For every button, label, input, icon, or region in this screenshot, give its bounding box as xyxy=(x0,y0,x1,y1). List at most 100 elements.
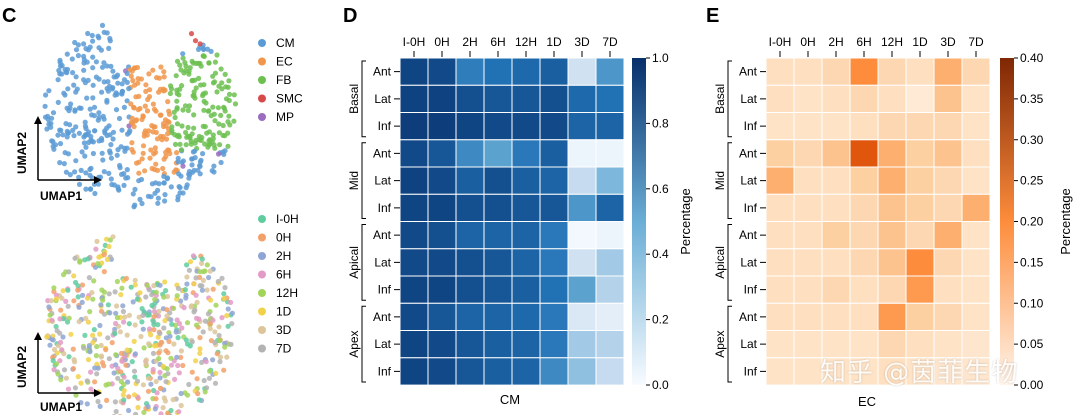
umap-point xyxy=(139,319,145,325)
umap-point xyxy=(92,190,98,197)
row-label: Lat xyxy=(740,337,757,351)
umap-point xyxy=(136,159,142,165)
legend-label: 7D xyxy=(276,342,292,356)
heatmap-cell xyxy=(427,248,457,277)
umap-point xyxy=(139,156,145,162)
umap-point xyxy=(168,362,175,368)
umap-point xyxy=(175,335,181,341)
heatmap-cell xyxy=(849,193,879,223)
umap-point xyxy=(129,146,135,153)
umap-point xyxy=(210,357,216,363)
umap-point xyxy=(184,274,190,280)
umap-point xyxy=(57,160,63,166)
heatmap-cell xyxy=(849,275,879,304)
umap-point xyxy=(111,74,117,80)
umap-point xyxy=(86,275,92,281)
umap-point xyxy=(50,333,56,339)
heatmap-cell xyxy=(793,166,823,195)
umap-point xyxy=(162,198,168,204)
umap-point xyxy=(110,234,116,240)
umap-point xyxy=(174,98,180,104)
umap-point xyxy=(173,73,179,79)
umap-point xyxy=(68,331,74,337)
umap-point xyxy=(176,370,182,376)
umap-point xyxy=(65,287,71,293)
umap-point xyxy=(115,80,121,86)
heatmap-cell xyxy=(793,248,823,277)
umap-point xyxy=(162,318,168,324)
legend-label: 12H xyxy=(276,286,298,300)
row-group-label: Apex xyxy=(713,330,727,357)
umap-point xyxy=(153,396,159,402)
umap-point xyxy=(145,403,151,410)
heatmap-cell xyxy=(877,166,907,195)
row-label: Inf xyxy=(378,364,392,378)
umap-point xyxy=(111,182,117,188)
umap-point xyxy=(53,296,60,302)
umap-point xyxy=(104,132,110,139)
umap-point xyxy=(109,340,115,346)
umap-point xyxy=(65,86,71,92)
heatmap-cell xyxy=(849,112,879,141)
row-label: Inf xyxy=(378,283,392,297)
umap-point xyxy=(139,200,145,207)
umap-point xyxy=(90,340,96,346)
umap-point xyxy=(167,90,173,97)
umap-point xyxy=(154,75,160,81)
umap-point xyxy=(167,150,173,157)
heatmap-cell xyxy=(877,193,907,223)
heatmap-cell xyxy=(539,139,569,168)
legend-label: 0H xyxy=(276,231,291,245)
umap-point xyxy=(92,128,98,134)
legend-label: FB xyxy=(276,73,291,87)
umap-point xyxy=(71,298,77,304)
column-label: 0H xyxy=(800,35,815,49)
row-label: Ant xyxy=(373,228,392,242)
umap-point xyxy=(192,148,198,154)
umap-point xyxy=(153,289,159,295)
umap-point xyxy=(71,82,77,88)
umap-point xyxy=(133,411,139,415)
umap-point xyxy=(112,399,118,405)
legend-marker xyxy=(258,326,266,334)
umap-point xyxy=(99,22,106,28)
umap-point xyxy=(214,89,220,95)
umap-point xyxy=(192,38,199,44)
umap-point xyxy=(121,171,127,177)
umap-point xyxy=(97,403,103,409)
umap-point xyxy=(199,256,205,262)
umap-point xyxy=(64,319,71,325)
umap-point xyxy=(182,60,188,66)
umap-point xyxy=(160,165,166,172)
heatmap-cell xyxy=(905,193,935,223)
heatmap-cell xyxy=(455,112,485,141)
legend-marker xyxy=(258,307,266,316)
legend-marker xyxy=(258,215,266,223)
umap-point xyxy=(181,305,187,311)
umap-point xyxy=(53,292,60,298)
umap-point xyxy=(109,86,115,92)
heatmap-cell xyxy=(849,357,879,386)
umap-point xyxy=(183,142,189,148)
umap-point xyxy=(184,320,191,326)
umap-point xyxy=(113,362,119,368)
umap-xlabel-top: UMAP1 xyxy=(40,189,82,203)
umap-point xyxy=(223,84,229,90)
umap-point xyxy=(215,151,222,157)
umap-point xyxy=(183,129,189,136)
umap-point xyxy=(101,252,107,258)
umap-point xyxy=(123,362,129,368)
row-label: Lat xyxy=(374,337,391,351)
umap-point xyxy=(117,162,123,169)
column-label: I-0H xyxy=(403,35,426,49)
row-group-label: Apical xyxy=(347,246,361,279)
umap-point xyxy=(101,269,107,275)
umap-point xyxy=(112,331,118,337)
umap-point xyxy=(53,323,59,330)
umap-point xyxy=(212,118,218,124)
umap-point xyxy=(95,261,101,267)
umap-point xyxy=(174,87,180,93)
umap-point xyxy=(163,335,169,341)
heatmap-cell xyxy=(455,302,485,332)
